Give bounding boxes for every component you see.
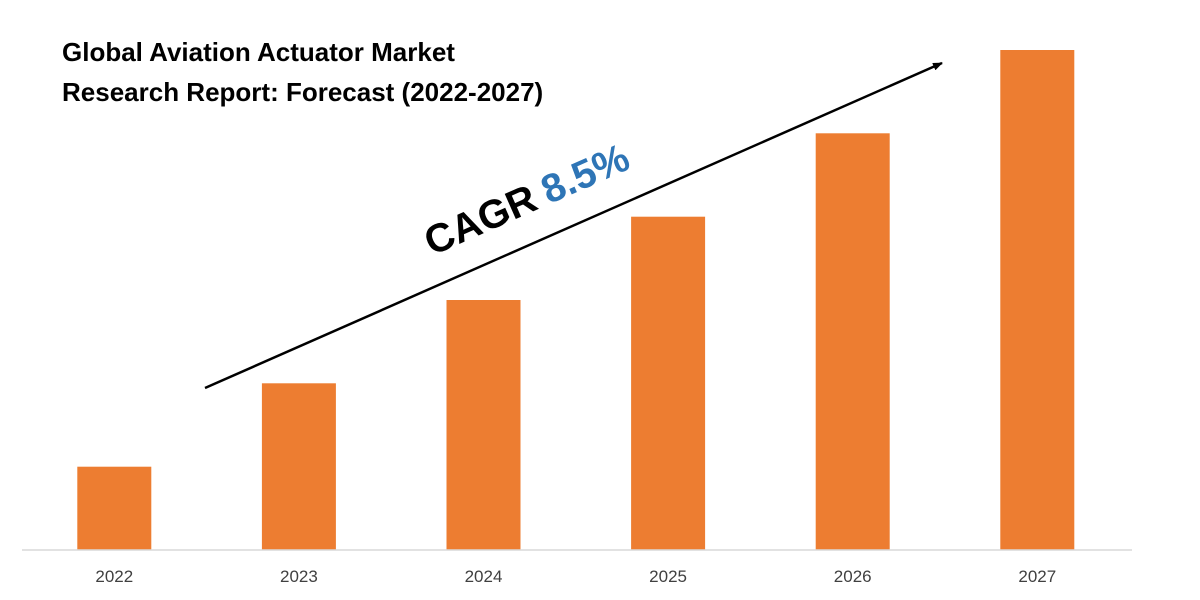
bar-2026 <box>815 133 890 551</box>
x-tick-labels: 2022 2023 2024 2025 2026 2027 <box>95 567 1056 586</box>
trend-arrow <box>204 61 943 390</box>
x-tick-label-2022: 2022 <box>95 567 133 586</box>
x-tick-label-2023: 2023 <box>280 567 318 586</box>
x-tick-label-2027: 2027 <box>1018 567 1056 586</box>
bars-group <box>77 50 1075 551</box>
bar-2022 <box>77 466 152 550</box>
chart-title-line-1: Global Aviation Actuator Market <box>62 37 455 67</box>
chart-title-line-2: Research Report: Forecast (2022-2027) <box>62 77 543 107</box>
x-tick-label-2024: 2024 <box>465 567 503 586</box>
cagr-label: CAGR <box>418 176 544 264</box>
x-tick-label-2026: 2026 <box>834 567 872 586</box>
bar-2023 <box>261 383 336 550</box>
x-tick-label-2025: 2025 <box>649 567 687 586</box>
bar-2024 <box>446 300 521 550</box>
bar-2025 <box>631 216 706 550</box>
bar-2027 <box>1000 50 1075 550</box>
cagr-value: 8.5% <box>535 136 636 213</box>
